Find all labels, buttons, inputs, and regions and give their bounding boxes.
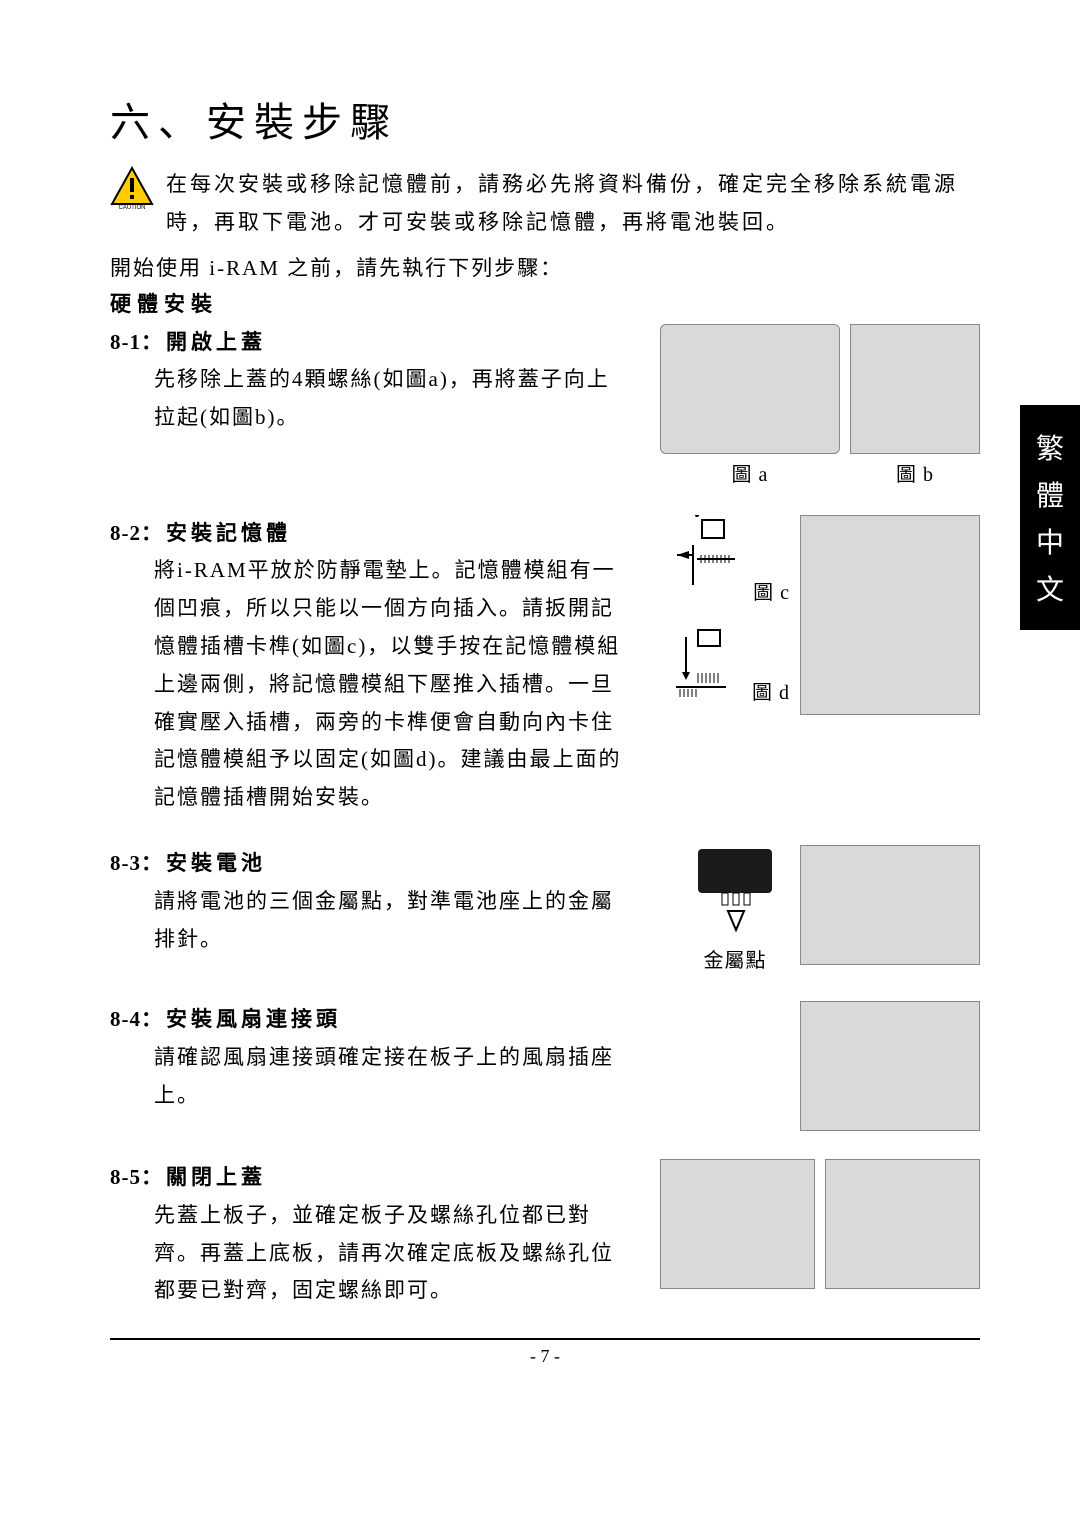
step-body: 請將電池的三個金屬點，對準電池座上的金屬排針。 — [110, 883, 622, 959]
language-tab: 繁 體 中 文 — [1020, 405, 1080, 630]
step-body: 先蓋上板子，並確定板子及螺絲孔位都已對齊。再蓋上底板，請再次確定底板及螺絲孔位都… — [110, 1197, 622, 1310]
step-title: ：關閉上蓋 — [141, 1165, 266, 1189]
figure-close-cover — [825, 1159, 980, 1289]
figure-close-board — [660, 1159, 815, 1289]
side-char: 繁 — [1036, 427, 1064, 467]
figure-a — [660, 324, 840, 454]
caption-b: 圖 b — [896, 458, 934, 487]
side-char: 體 — [1036, 474, 1064, 514]
step-title: ：安裝電池 — [141, 851, 266, 875]
step-8-5: 8-5：關閉上蓋 先蓋上板子，並確定板子及螺絲孔位都已對齊。再蓋上底板，請再次確… — [110, 1159, 980, 1310]
figure-b — [850, 324, 980, 454]
figure-memory-slots — [800, 515, 980, 715]
step-8-4: 8-4：安裝風扇連接頭 請確認風扇連接頭確定接在板子上的風扇插座上。 — [110, 1001, 980, 1131]
caption-a: 圖 a — [732, 458, 769, 487]
step-body: 先移除上蓋的4顆螺絲(如圖a)，再將蓋子向上拉起(如圖b)。 — [110, 361, 622, 437]
step-8-1: 8-1：開啟上蓋 先移除上蓋的4顆螺絲(如圖a)，再將蓋子向上拉起(如圖b)。 … — [110, 324, 980, 487]
svg-text:CAUTION: CAUTION — [119, 205, 146, 210]
step-8-3: 8-3：安裝電池 請將電池的三個金屬點，對準電池座上的金屬排針。 金屬點 — [110, 845, 980, 973]
step-title: ：開啟上蓋 — [141, 330, 266, 354]
side-char: 文 — [1036, 568, 1064, 608]
caution-block: CAUTION 在每次安裝或移除記憶體前，請務必先將資料備份，確定完全移除系統電… — [110, 166, 980, 242]
step-num: 8-3 — [110, 851, 141, 875]
caption-metal: 金屬點 — [704, 944, 767, 973]
step-title: ：安裝風扇連接頭 — [141, 1007, 341, 1031]
intro-line: 開始使用 i-RAM 之前，請先執行下列步驟： — [110, 252, 980, 282]
side-char: 中 — [1036, 521, 1064, 561]
step-title: ：安裝記憶體 — [141, 521, 291, 545]
step-num: 8-2 — [110, 521, 141, 545]
step-body: 請確認風扇連接頭確定接在板子上的風扇插座上。 — [110, 1039, 622, 1115]
step-num: 8-1 — [110, 330, 141, 354]
diagram-d — [656, 625, 746, 705]
caption-c: 圖 c — [753, 576, 790, 605]
page-number: - 7 - — [110, 1338, 980, 1367]
hardware-heading: 硬體安裝 — [110, 288, 980, 318]
caution-icon: CAUTION — [110, 166, 154, 210]
step-body: 將i-RAM平放於防靜電墊上。記憶體模組有一個凹痕，所以只能以一個方向插入。請扳… — [110, 552, 622, 817]
battery-icon — [680, 845, 790, 940]
diagram-c — [657, 515, 747, 605]
caution-text: 在每次安裝或移除記憶體前，請務必先將資料備份，確定完全移除系統電源時，再取下電池… — [166, 166, 980, 242]
step-num: 8-5 — [110, 1165, 141, 1189]
step-8-2: 8-2：安裝記憶體 將i-RAM平放於防靜電墊上。記憶體模組有一個凹痕，所以只能… — [110, 515, 980, 817]
page-title: 六、安裝步驟 — [110, 90, 980, 148]
figure-battery-install — [800, 845, 980, 965]
figure-fan-connector — [800, 1001, 980, 1131]
step-num: 8-4 — [110, 1007, 141, 1031]
caption-d: 圖 d — [752, 676, 790, 705]
